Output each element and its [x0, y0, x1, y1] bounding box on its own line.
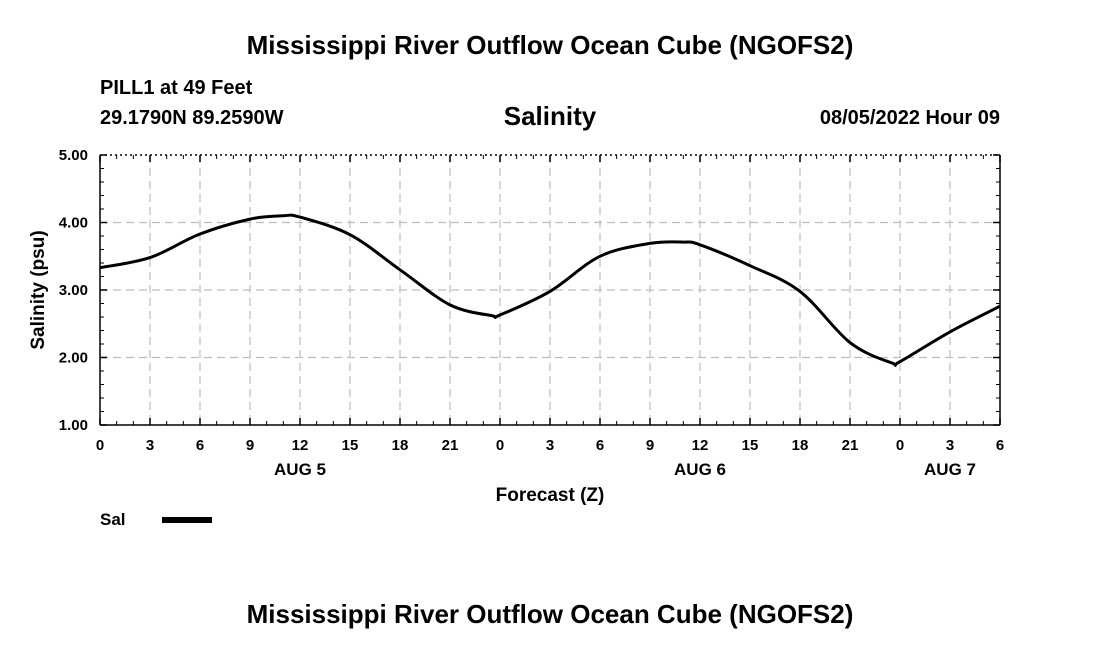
- forecast-timestamp: 08/05/2022 Hour 09: [819, 107, 1000, 129]
- x-tick-label: 9: [246, 437, 254, 454]
- x-tick-label: 12: [692, 437, 709, 454]
- day-label: AUG 6: [674, 460, 726, 479]
- footer-title: Mississippi River Outflow Ocean Cube (NG…: [246, 599, 854, 629]
- x-tick-label: 12: [292, 437, 309, 454]
- station-name: PILL1 at 49 Feet: [100, 77, 253, 99]
- x-tick-label: 21: [442, 437, 459, 454]
- y-tick-label: 1.00: [59, 417, 88, 434]
- x-tick-label: 18: [392, 437, 409, 454]
- x-tick-label: 0: [96, 437, 104, 454]
- y-tick-label: 2.00: [59, 350, 88, 367]
- legend-label: Sal: [100, 510, 126, 529]
- station-coordinates: 29.1790N 89.2590W: [100, 107, 284, 129]
- chart-title: Mississippi River Outflow Ocean Cube (NG…: [246, 30, 854, 60]
- y-axis-label: Salinity (psu): [28, 230, 49, 349]
- x-tick-label: 15: [342, 437, 359, 454]
- x-tick-label: 0: [496, 437, 504, 454]
- legend-swatch: [162, 517, 212, 523]
- x-tick-label: 6: [596, 437, 604, 454]
- chart-subtitle: Salinity: [503, 101, 597, 131]
- x-tick-label: 3: [946, 437, 954, 454]
- y-tick-label: 3.00: [59, 282, 88, 299]
- day-label: AUG 5: [274, 460, 326, 479]
- day-label: AUG 7: [924, 460, 976, 479]
- series-line-salinity: [99, 213, 1001, 367]
- x-tick-label: 6: [996, 437, 1004, 454]
- y-tick-label: 5.00: [59, 147, 88, 164]
- x-tick-label: 0: [896, 437, 904, 454]
- x-tick-label: 3: [146, 437, 154, 454]
- x-tick-label: 18: [792, 437, 809, 454]
- x-tick-label: 21: [842, 437, 859, 454]
- x-tick-label: 15: [742, 437, 759, 454]
- x-tick-label: 6: [196, 437, 204, 454]
- x-axis-label: Forecast (Z): [496, 485, 605, 506]
- y-tick-label: 4.00: [59, 215, 88, 232]
- x-tick-label: 9: [646, 437, 654, 454]
- x-tick-label: 3: [546, 437, 554, 454]
